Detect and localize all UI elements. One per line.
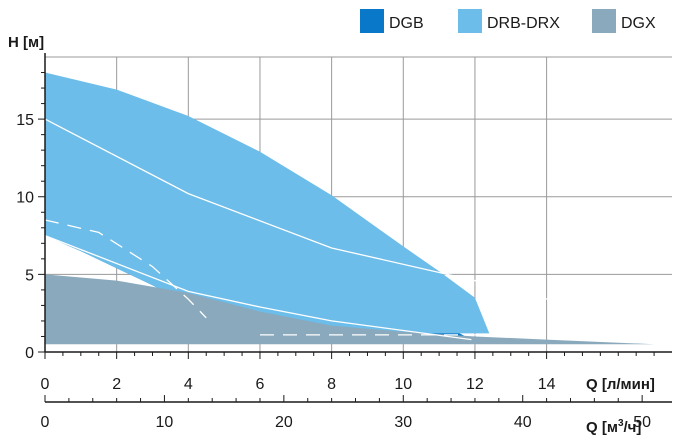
series-areas (45, 72, 655, 345)
series-area-dgx (45, 274, 655, 345)
y-axis-title: H [м] (8, 34, 44, 51)
x2-tick-label: 0 (41, 414, 50, 431)
x2-tick-label: 50 (633, 414, 651, 431)
x-tick-label: 2 (112, 376, 121, 393)
series-area-drb-drx (45, 72, 490, 334)
x-tick-label: 12 (466, 376, 484, 393)
x-tick-label: 6 (256, 376, 265, 393)
grid (45, 56, 672, 352)
x2-tick-label: 40 (514, 414, 532, 431)
x2-tick-label: 20 (275, 414, 293, 431)
overlay-line-solid (44, 118, 554, 302)
legend-label: DGB (389, 15, 424, 32)
x-tick-labels: 0 2 4 6 8 10 12 14 (41, 376, 556, 393)
legend-swatch (360, 9, 384, 33)
overlay-line-solid (44, 234, 472, 341)
legend-swatch (592, 9, 616, 33)
y-tick-labels: 0 5 10 15 (16, 112, 34, 362)
overlay-line-dashed (44, 219, 207, 319)
x-tick-label: 0 (41, 376, 50, 393)
y-tick-label: 5 (25, 267, 34, 284)
x-axis-title: Q [л/мин] (586, 376, 655, 393)
y-tick-label: 15 (16, 112, 34, 129)
x2-tick-label: 30 (394, 414, 412, 431)
x-tick-label: 4 (184, 376, 193, 393)
x2-tick-label: 10 (156, 414, 174, 431)
x-tick-label: 14 (538, 376, 556, 393)
y-tick-label: 10 (16, 190, 34, 207)
y-tick-label: 0 (25, 345, 34, 362)
x-tick-label: 8 (327, 376, 336, 393)
legend-label: DGX (621, 15, 656, 32)
legend: DGB DRB-DRX DGX (360, 9, 656, 33)
overlay-line-dashed (260, 311, 544, 336)
legend-swatch (458, 9, 482, 33)
legend-label: DRB-DRX (487, 15, 560, 32)
x-tick-label: 10 (394, 376, 412, 393)
x2-axis-title: Q [м3/ч] (586, 418, 641, 436)
axes (38, 53, 672, 403)
x2-tick-labels: 0 10 20 30 40 50 (41, 414, 652, 431)
overlay-lines (44, 118, 554, 341)
